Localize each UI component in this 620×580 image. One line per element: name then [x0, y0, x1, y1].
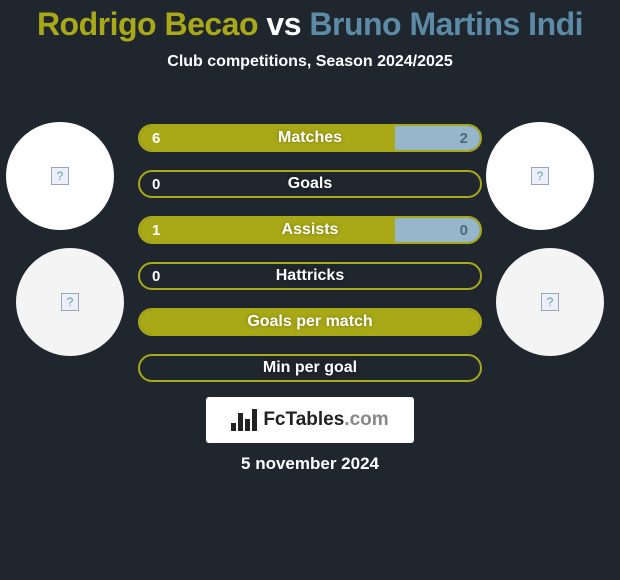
stat-label: Assists	[140, 218, 480, 242]
stat-value-right: 0	[460, 218, 468, 242]
title-player1: Rodrigo Becao	[37, 6, 258, 42]
stat-row: Goals per match	[138, 308, 482, 336]
player2-avatar: ?	[486, 122, 594, 230]
stat-value-left: 1	[152, 218, 160, 242]
stat-label: Goals	[140, 172, 480, 196]
stat-row: Hattricks0	[138, 262, 482, 290]
stat-label: Hattricks	[140, 264, 480, 288]
comparison-bars: Matches62Goals0Assists10Hattricks0Goals …	[138, 124, 482, 400]
stat-row: Min per goal	[138, 354, 482, 382]
logo-text-main: FcTables	[263, 409, 344, 430]
stat-row: Matches6 2	[138, 124, 482, 152]
stat-label: Goals per match	[140, 310, 480, 334]
logo-text-suffix: .com	[344, 409, 388, 430]
date-line: 5 november 2024	[0, 454, 620, 474]
title-vs: vs	[266, 6, 301, 42]
logo-chart-icon	[231, 409, 259, 431]
title-player2: Bruno Martins Indi	[309, 6, 583, 42]
stat-value-right: 2	[460, 126, 468, 150]
player1-club-logo: ?	[16, 248, 124, 356]
fctables-logo: FcTables.com	[206, 397, 414, 443]
page-title: Rodrigo Becao vs Bruno Martins Indi	[0, 0, 620, 43]
stat-row: Goals0	[138, 170, 482, 198]
subtitle: Club competitions, Season 2024/2025	[0, 53, 620, 71]
player2-club-logo: ?	[496, 248, 604, 356]
image-placeholder-icon: ?	[51, 167, 69, 185]
stat-value-left: 0	[152, 172, 160, 196]
image-placeholder-icon: ?	[531, 167, 549, 185]
image-placeholder-icon: ?	[61, 293, 79, 311]
stat-value-left: 0	[152, 264, 160, 288]
logo-text: FcTables.com	[263, 409, 388, 431]
stat-label: Min per goal	[140, 356, 480, 380]
stat-row: Assists1 0	[138, 216, 482, 244]
image-placeholder-icon: ?	[541, 293, 559, 311]
stat-value-left: 6	[152, 126, 160, 150]
stat-label: Matches	[140, 126, 480, 150]
player1-avatar: ?	[6, 122, 114, 230]
